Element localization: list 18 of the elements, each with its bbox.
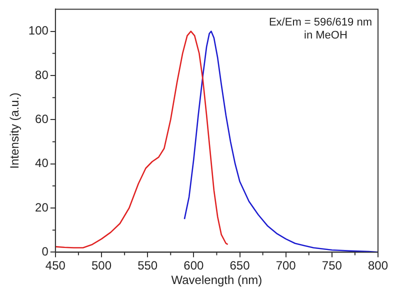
y-tick-label: 0: [42, 244, 49, 259]
x-tick-label: 700: [276, 258, 296, 273]
x-tick-label: 450: [45, 258, 66, 273]
y-tick-label: 80: [35, 68, 49, 82]
x-axis-title: Wavelength (nm): [171, 273, 262, 288]
annotation: in MeOH: [304, 30, 348, 42]
annotation: Ex/Em = 596/619 nm: [268, 16, 372, 29]
y-tick-label: 40: [35, 156, 49, 170]
y-tick-label: 100: [28, 24, 49, 38]
x-tick-label: 500: [91, 258, 112, 273]
y-tick-label: 60: [35, 112, 49, 126]
x-tick-label: 800: [368, 258, 388, 273]
y-tick-label: 20: [35, 200, 49, 214]
x-tick-label: 550: [138, 258, 158, 273]
x-tick-label: 750: [322, 258, 342, 273]
x-tick-label: 600: [184, 258, 204, 273]
y-axis-title: Intensity (a.u.): [8, 92, 22, 169]
x-tick-label: 650: [230, 258, 250, 273]
